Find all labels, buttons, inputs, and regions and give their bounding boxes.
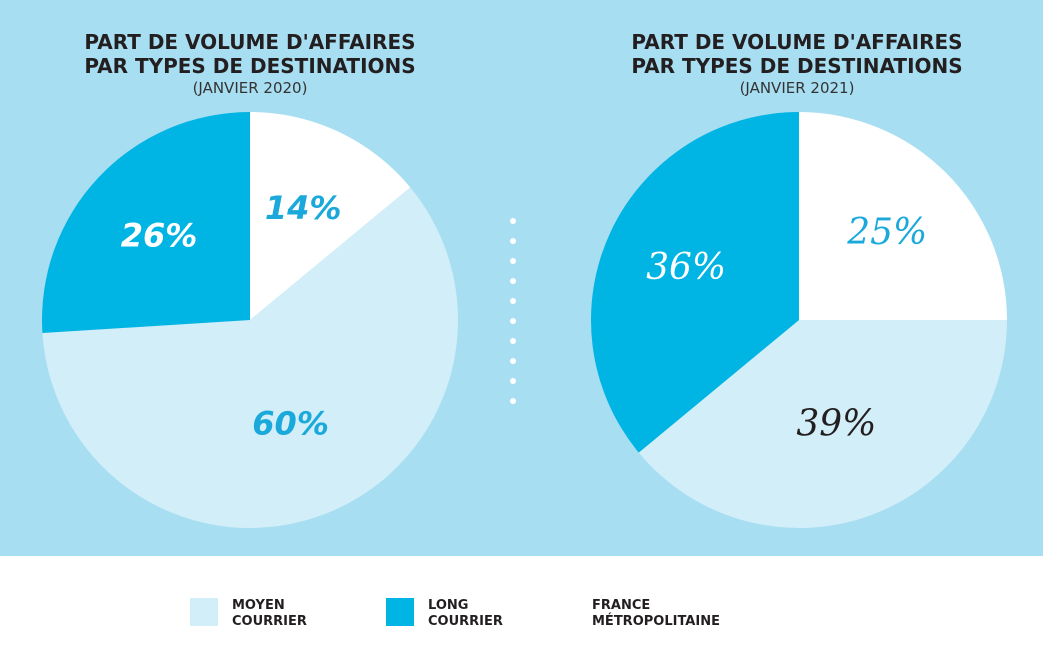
chart-title-2020: PART DE VOLUME D'AFFAIRES PAR TYPES DE DE… [40, 30, 460, 98]
legend-item-france-metropolitaine: FRANCE MÉTROPOLITAINE [548, 598, 752, 630]
pie-chart-2020: 14% 60% 26% [42, 111, 459, 528]
pie-slice-long-courrier [590, 112, 799, 453]
pie-data-label: 25% [846, 212, 927, 253]
pie-chart-2021: 25% 39% 36% [590, 112, 1007, 528]
pie-slice-france-m-tropolitaine [250, 112, 411, 320]
legend-label: FRANCE MÉTROPOLITAINE [592, 598, 720, 629]
legend-swatch [190, 598, 218, 626]
chart-title-line1: PART DE VOLUME D'AFFAIRES PAR TYPES DE DE… [84, 30, 416, 78]
chart-subtitle: (JANVIER 2020) [192, 79, 308, 97]
legend-swatch [386, 598, 414, 626]
divider-dots [510, 218, 516, 418]
chart-title-2021: PART DE VOLUME D'AFFAIRES PAR TYPES DE DE… [587, 30, 1007, 98]
pie-slice-france-m-tropolitaine [799, 112, 1007, 320]
pie-slice-long-courrier [42, 111, 250, 334]
pie-data-label: 60% [252, 404, 329, 442]
pie-slice-moyen-courrier [42, 187, 459, 528]
legend-item-moyen-courrier: MOYEN COURRIER [190, 598, 392, 630]
legend-label: LONG COURRIER [428, 598, 503, 629]
legend-item-long-courrier: LONG COURRIER [386, 598, 588, 630]
pie-data-label: 26% [121, 217, 198, 255]
legend-label: MOYEN COURRIER [232, 598, 307, 629]
pie-slice-moyen-courrier [638, 320, 1007, 528]
pie-data-label: 39% [796, 404, 876, 445]
pie-data-label: 36% [646, 247, 726, 288]
chart-subtitle: (JANVIER 2021) [739, 79, 855, 97]
chart-title-line1: PART DE VOLUME D'AFFAIRES PAR TYPES DE DE… [631, 30, 963, 78]
legend-swatch [548, 598, 578, 628]
pie-data-label: 14% [265, 189, 342, 227]
